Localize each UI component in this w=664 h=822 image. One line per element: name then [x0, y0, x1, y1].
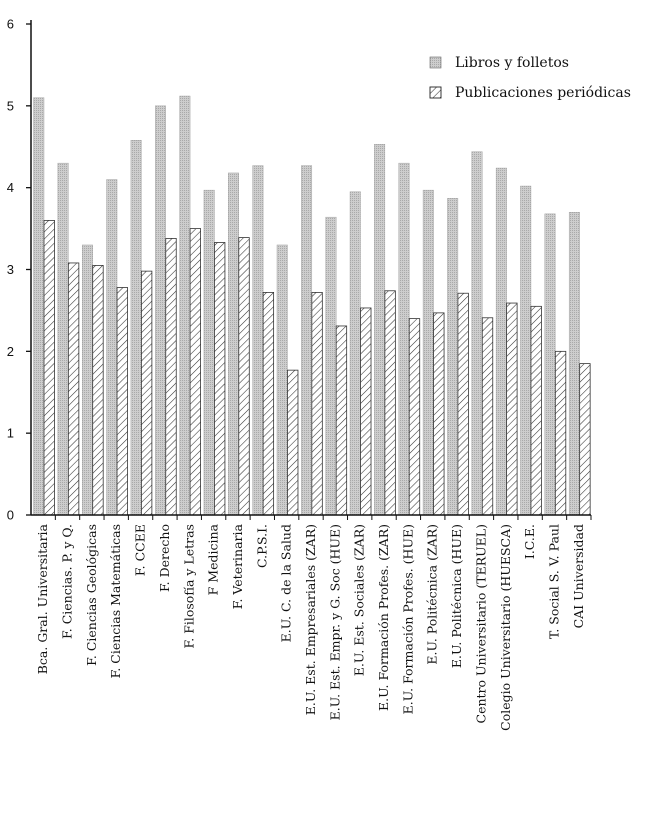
legend-label-publicaciones: Publicaciones periódicas: [455, 85, 631, 101]
x-category-label: Centro Universitario (TERUEL): [473, 524, 488, 723]
x-category-label: F. CCEE: [133, 524, 148, 576]
x-category-label: F. Veterinaria: [230, 523, 245, 609]
bar-publicaciones: [408, 318, 421, 516]
bar-publicaciones: [165, 238, 177, 516]
bar-libros: [106, 179, 118, 516]
x-category-label: E.U. C. de la Salud: [279, 524, 294, 642]
bar-publicaciones: [238, 237, 250, 516]
y-ticks-group: 0 1 2 3 4 5 6: [7, 17, 31, 523]
x-category-label: E.U. Formación Profes. (ZAR): [376, 524, 391, 711]
bar-publicaciones: [189, 228, 201, 516]
legend-label-libros: Libros y folletos: [455, 55, 569, 71]
x-category-label: E.U. Est. Sociales (ZAR): [352, 524, 367, 676]
bar-libros: [301, 165, 313, 516]
bar-libros: [57, 162, 69, 516]
bar-publicaciones: [433, 312, 445, 516]
x-category-label: F. Ciencias Geológicas: [84, 524, 99, 666]
bar-publicaciones: [67, 262, 80, 516]
y-tick-label: 5: [7, 98, 14, 113]
bar-libros: [349, 191, 361, 516]
bar-publicaciones: [360, 307, 372, 516]
x-category-label: F Medicina: [206, 523, 221, 595]
bar-publicaciones: [506, 302, 518, 516]
x-category-label: E.U. Est. Empresariales (ZAR): [303, 524, 318, 715]
bar-publicaciones: [140, 270, 153, 516]
y-tick-label: 1: [7, 426, 14, 441]
bar-libros: [520, 185, 532, 516]
x-category-label: F. Filosofía y Letras: [181, 524, 196, 648]
x-category-label: F. Derecho: [157, 524, 172, 592]
bar-libros: [495, 167, 507, 516]
x-category-label: CAI Universidad: [571, 524, 586, 628]
bar-publicaciones: [579, 363, 591, 516]
y-tick-label: 4: [7, 180, 14, 195]
bar-publicaciones: [554, 350, 567, 516]
bar-libros: [179, 95, 191, 516]
bar-publicaciones: [287, 369, 299, 516]
bar-publicaciones: [43, 219, 55, 516]
bar-publicaciones: [384, 290, 396, 516]
bar-publicaciones: [335, 325, 348, 516]
x-category-label: E.U. Politécnica (ZAR): [425, 524, 440, 665]
bar-libros: [130, 140, 142, 516]
x-category-label: T. Social S. V. Paul: [546, 524, 561, 639]
bar-libros: [544, 213, 556, 516]
y-tick-label: 3: [7, 262, 14, 277]
bar-libros: [325, 216, 337, 516]
bar-libros: [447, 198, 459, 516]
bar-libros: [33, 97, 45, 516]
bar-libros: [228, 172, 239, 516]
bar-publicaciones: [214, 242, 226, 516]
bar-publicaciones: [311, 292, 323, 516]
x-category-label: Bca. Gral. Universitaria: [35, 523, 50, 674]
x-category-label: E.U. Est. Empr. y G. Soc (HUE): [327, 524, 342, 720]
bar-libros: [398, 162, 410, 516]
bar-publicaciones: [457, 292, 469, 516]
x-category-label: F. Ciencias Matemáticas: [108, 524, 123, 678]
x-category-label: E.U. Politécnica (HUE): [449, 524, 464, 668]
y-tick-label: 6: [7, 17, 14, 32]
x-category-label: Colegio Universitario (HUESCA): [498, 524, 513, 731]
bar-libros: [155, 105, 166, 516]
bar-publicaciones: [481, 317, 494, 516]
bar-publicaciones: [530, 305, 542, 516]
bar-publicaciones: [262, 292, 275, 516]
y-tick-label: 2: [7, 344, 14, 359]
bar-libros: [568, 212, 580, 516]
bars-group: [33, 95, 591, 516]
bar-libros: [471, 151, 483, 516]
x-category-label: I.C.E.: [522, 524, 537, 559]
x-labels-group: Bca. Gral. Universitaria F. Ciencias. P. …: [35, 515, 592, 731]
y-tick-label: 0: [7, 508, 14, 523]
bar-publicaciones: [116, 287, 128, 516]
legend: Libros y folletos Publicaciones periódic…: [429, 55, 631, 101]
bar-libros: [203, 189, 215, 516]
legend-swatch-publicaciones: [429, 86, 442, 99]
bar-libros: [374, 144, 386, 516]
bar-libros: [276, 244, 288, 516]
bar-libros: [422, 189, 434, 516]
bar-libros: [81, 244, 93, 516]
axes-group: [30, 20, 591, 516]
bar-libros: [252, 165, 264, 516]
legend-swatch-libros: [429, 56, 442, 69]
x-category-label: F. Ciencias. P. y Q.: [60, 524, 75, 639]
bar-publicaciones: [92, 265, 104, 516]
x-category-label: E.U. Formación Profes. (HUE): [400, 524, 415, 714]
x-category-label: C.P.S.I.: [254, 524, 269, 568]
